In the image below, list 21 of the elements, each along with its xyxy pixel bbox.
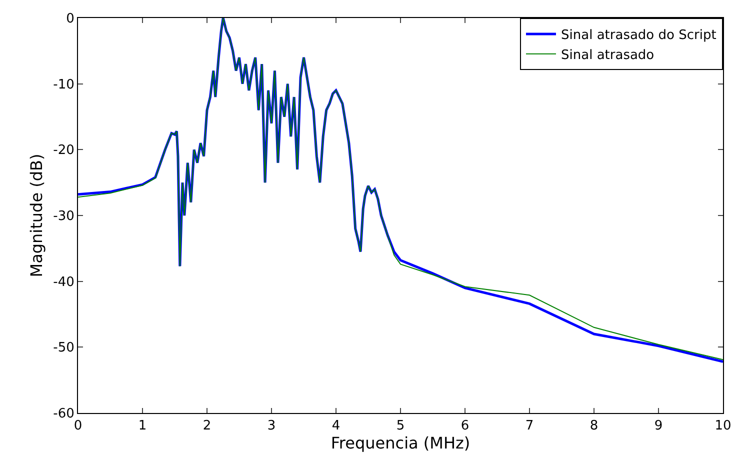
y-tick-label: -20 [53, 143, 74, 158]
x-tick-label: 3 [267, 418, 276, 434]
x-tick-label: 2 [202, 418, 212, 434]
x-tick-label: 1 [138, 418, 147, 434]
y-tick-label: 0 [66, 12, 74, 27]
x-tick-label: 9 [654, 418, 663, 434]
x-tick-label: 10 [714, 418, 732, 434]
legend-label: Sinal atrasado [561, 48, 654, 63]
y-tick-label: -50 [53, 340, 74, 356]
y-tick-label: -30 [53, 209, 74, 224]
y-tick-label: -60 [53, 406, 74, 422]
x-tick-label: 4 [332, 418, 340, 434]
y-axis-title: Magnitude (dB) [27, 154, 46, 278]
x-axis-title: Frequencia (MHz) [330, 434, 470, 453]
x-tick-label: 6 [460, 418, 470, 434]
y-tick-label: -40 [53, 274, 74, 290]
x-tick-label: 8 [590, 418, 598, 434]
x-tick-label: 7 [525, 418, 534, 434]
y-tick-label: -10 [53, 77, 74, 92]
x-tick-label: 5 [396, 418, 405, 434]
legend-label: Sinal atrasado do Script [561, 28, 716, 44]
